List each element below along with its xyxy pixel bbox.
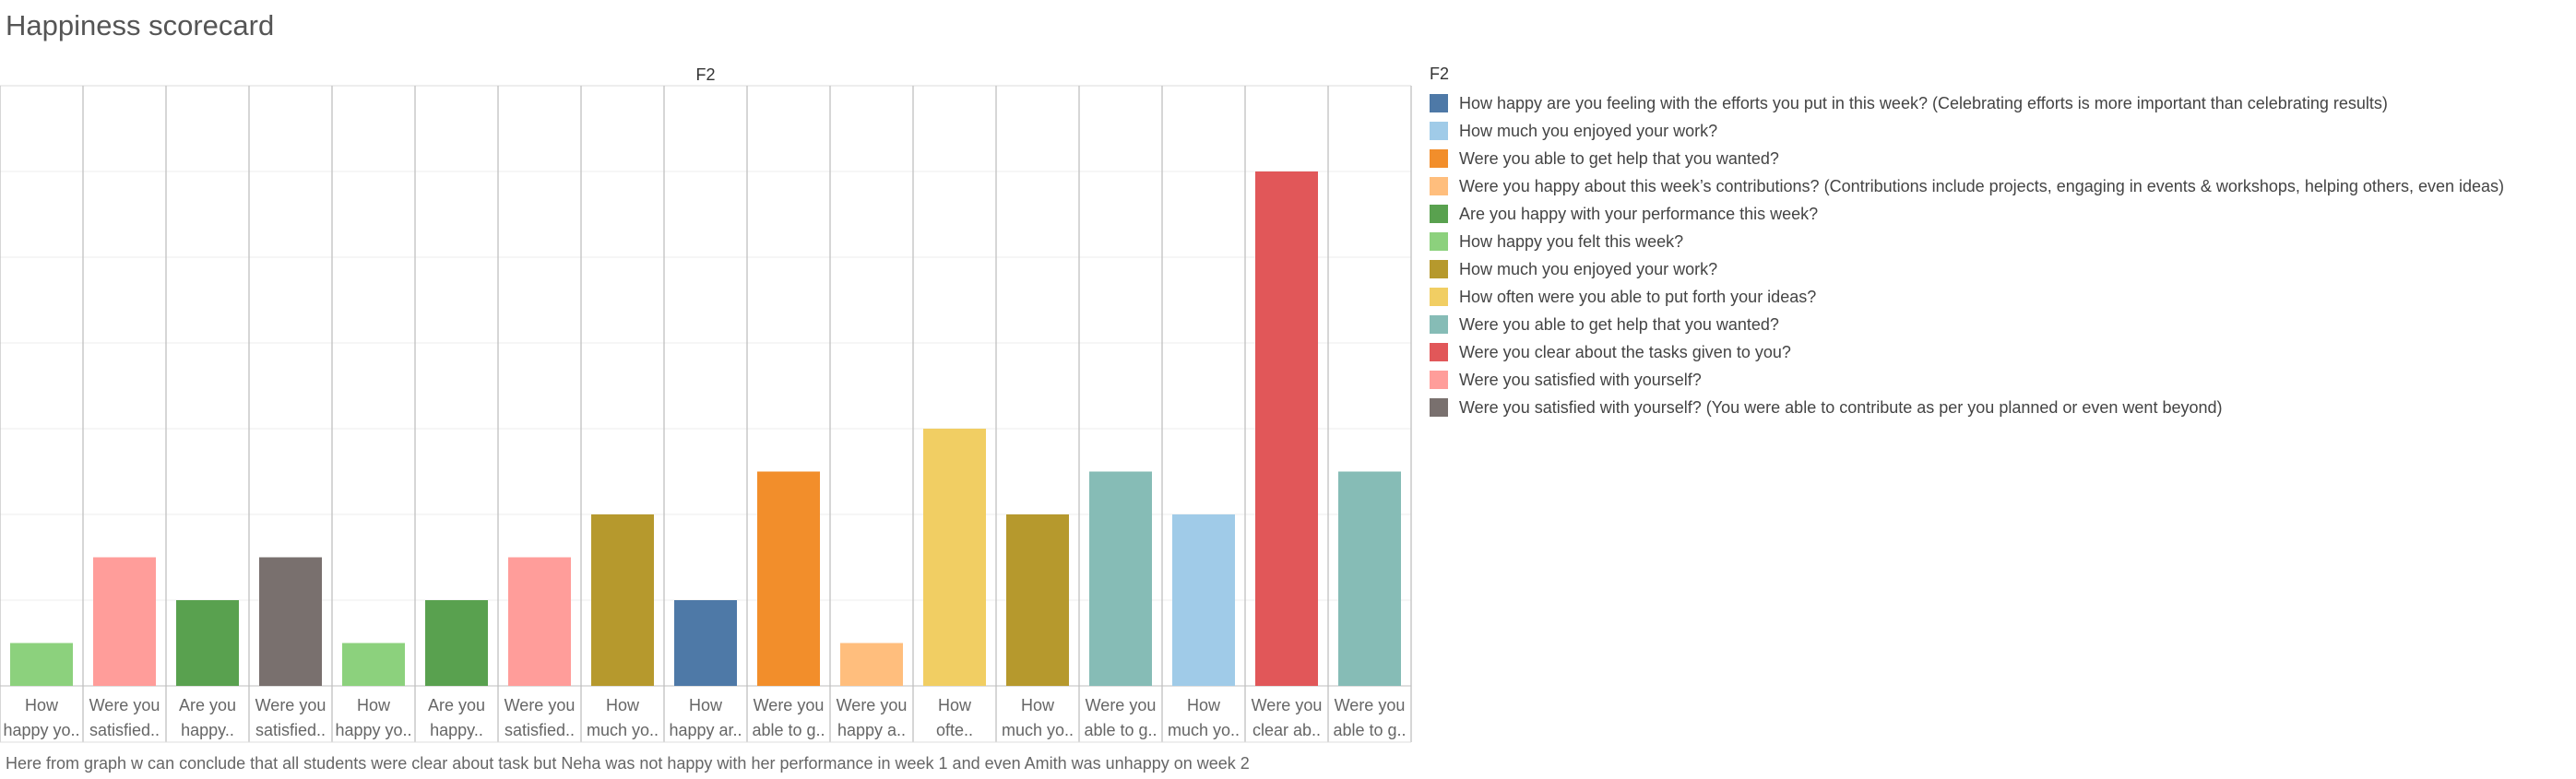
- x-tick-label: How: [25, 696, 59, 714]
- legend-swatch: [1430, 149, 1448, 168]
- bar: [757, 471, 820, 686]
- legend-item[interactable]: Are you happy with your performance this…: [1430, 200, 2573, 228]
- x-tick-label: able to g..: [1084, 721, 1157, 739]
- x-tick-label: Were you: [1086, 696, 1157, 714]
- bar: [93, 557, 156, 686]
- bar: [591, 514, 654, 686]
- x-tick-label: happy..: [430, 721, 483, 739]
- legend-item[interactable]: Were you satisfied with yourself?: [1430, 366, 2573, 394]
- legend: F2 How happy are you feeling with the ef…: [1430, 65, 2573, 421]
- legend-item[interactable]: How happy are you feeling with the effor…: [1430, 89, 2573, 117]
- x-tick-label: able to g..: [1333, 721, 1406, 739]
- bar: [1338, 471, 1401, 686]
- bar: [1172, 514, 1235, 686]
- page-title: Happiness scorecard: [6, 9, 275, 41]
- x-tick-label: Were you: [505, 696, 576, 714]
- legend-swatch: [1430, 288, 1448, 306]
- legend-label: Were you able to get help that you wante…: [1459, 314, 1779, 334]
- x-tick-label: happy ar..: [669, 721, 742, 739]
- legend-label: Were you satisfied with yourself?: [1459, 370, 1702, 389]
- x-tick-label: able to g..: [752, 721, 825, 739]
- x-tick-label: happy yo..: [3, 721, 79, 739]
- legend-item[interactable]: Were you able to get help that you wante…: [1430, 145, 2573, 172]
- legend-swatch: [1430, 232, 1448, 251]
- bar: [1255, 171, 1318, 686]
- legend-label: How happy you felt this week?: [1459, 231, 1684, 251]
- bar: [425, 600, 488, 686]
- x-tick-label: How: [689, 696, 723, 714]
- legend-title: F2: [1430, 65, 1450, 83]
- legend-swatch: [1430, 398, 1448, 417]
- legend-item[interactable]: Were you clear about the tasks given to …: [1430, 338, 2573, 366]
- legend-swatch: [1430, 205, 1448, 223]
- x-tick-label: Were you: [837, 696, 908, 714]
- x-tick-label: clear ab..: [1252, 721, 1321, 739]
- bar: [259, 557, 322, 686]
- bar: [674, 600, 737, 686]
- bar: [176, 600, 239, 686]
- x-tick-label: Are you: [428, 696, 485, 714]
- legend-swatch: [1430, 343, 1448, 361]
- legend-label: How much you enjoyed your work?: [1459, 259, 1718, 278]
- x-tick-label: Were you: [1335, 696, 1406, 714]
- legend-label: Were you able to get help that you wante…: [1459, 148, 1779, 168]
- legend-item[interactable]: How much you enjoyed your work?: [1430, 255, 2573, 283]
- bar: [923, 429, 986, 686]
- x-tick-label: Were you: [89, 696, 160, 714]
- legend-item[interactable]: How often were you able to put forth you…: [1430, 283, 2573, 311]
- bar: [508, 557, 571, 686]
- legend-swatch: [1430, 371, 1448, 389]
- legend-swatch: [1430, 260, 1448, 278]
- x-tick-label: satisfied..: [255, 721, 326, 739]
- legend-label: Were you happy about this week’s contrib…: [1459, 176, 2504, 195]
- x-tick-label: much yo..: [1168, 721, 1240, 739]
- bar-chart: F2 How happy yo.. Were you satisfied.. Are yo…: [0, 65, 1412, 743]
- x-tick-label: How: [1187, 696, 1221, 714]
- legend-item[interactable]: Were you happy about this week’s contrib…: [1430, 172, 2573, 200]
- x-tick-label: ofte..: [936, 721, 973, 739]
- x-tick-label: How: [938, 696, 972, 714]
- legend-label: How much you enjoyed your work?: [1459, 121, 1718, 140]
- x-tick-label: Were you: [1252, 696, 1323, 714]
- x-tick-label: Are you: [179, 696, 236, 714]
- legend-label: How often were you able to put forth you…: [1459, 287, 1817, 306]
- legend-swatch: [1430, 122, 1448, 140]
- bar: [1089, 471, 1152, 686]
- legend-label: How happy are you feeling with the effor…: [1459, 93, 2388, 112]
- bar: [10, 643, 73, 686]
- x-tick-label: happy..: [181, 721, 234, 739]
- legend-item[interactable]: How much you enjoyed your work?: [1430, 117, 2573, 145]
- x-tick-label: satisfied..: [505, 721, 575, 739]
- legend-items: How happy are you feeling with the effor…: [1430, 89, 2573, 421]
- x-tick-label: How: [357, 696, 391, 714]
- x-tick-label: Were you: [255, 696, 326, 714]
- bar: [1006, 514, 1069, 686]
- x-tick-label: Were you: [754, 696, 825, 714]
- legend-item[interactable]: How happy you felt this week?: [1430, 228, 2573, 255]
- x-tick-label: happy a..: [837, 721, 906, 739]
- legend-swatch: [1430, 177, 1448, 195]
- legend-swatch: [1430, 94, 1448, 112]
- chart-title: F2: [695, 65, 715, 84]
- legend-label: Were you clear about the tasks given to …: [1459, 342, 1791, 361]
- bar: [840, 643, 903, 686]
- bar: [342, 643, 405, 686]
- x-tick-label: happy yo..: [335, 721, 411, 739]
- x-tick-label: satisfied..: [89, 721, 160, 739]
- legend-label: Were you satisfied with yourself? (You w…: [1459, 397, 2223, 417]
- x-tick-label: much yo..: [587, 721, 659, 739]
- x-tick-label: much yo..: [1002, 721, 1074, 739]
- legend-swatch: [1430, 315, 1448, 334]
- legend-item[interactable]: Were you able to get help that you wante…: [1430, 311, 2573, 338]
- legend-label: Are you happy with your performance this…: [1459, 204, 1819, 223]
- x-tick-label: How: [606, 696, 640, 714]
- footer-note: Here from graph w can conclude that all …: [6, 754, 1250, 773]
- x-tick-label: How: [1021, 696, 1055, 714]
- legend-item[interactable]: Were you satisfied with yourself? (You w…: [1430, 394, 2573, 421]
